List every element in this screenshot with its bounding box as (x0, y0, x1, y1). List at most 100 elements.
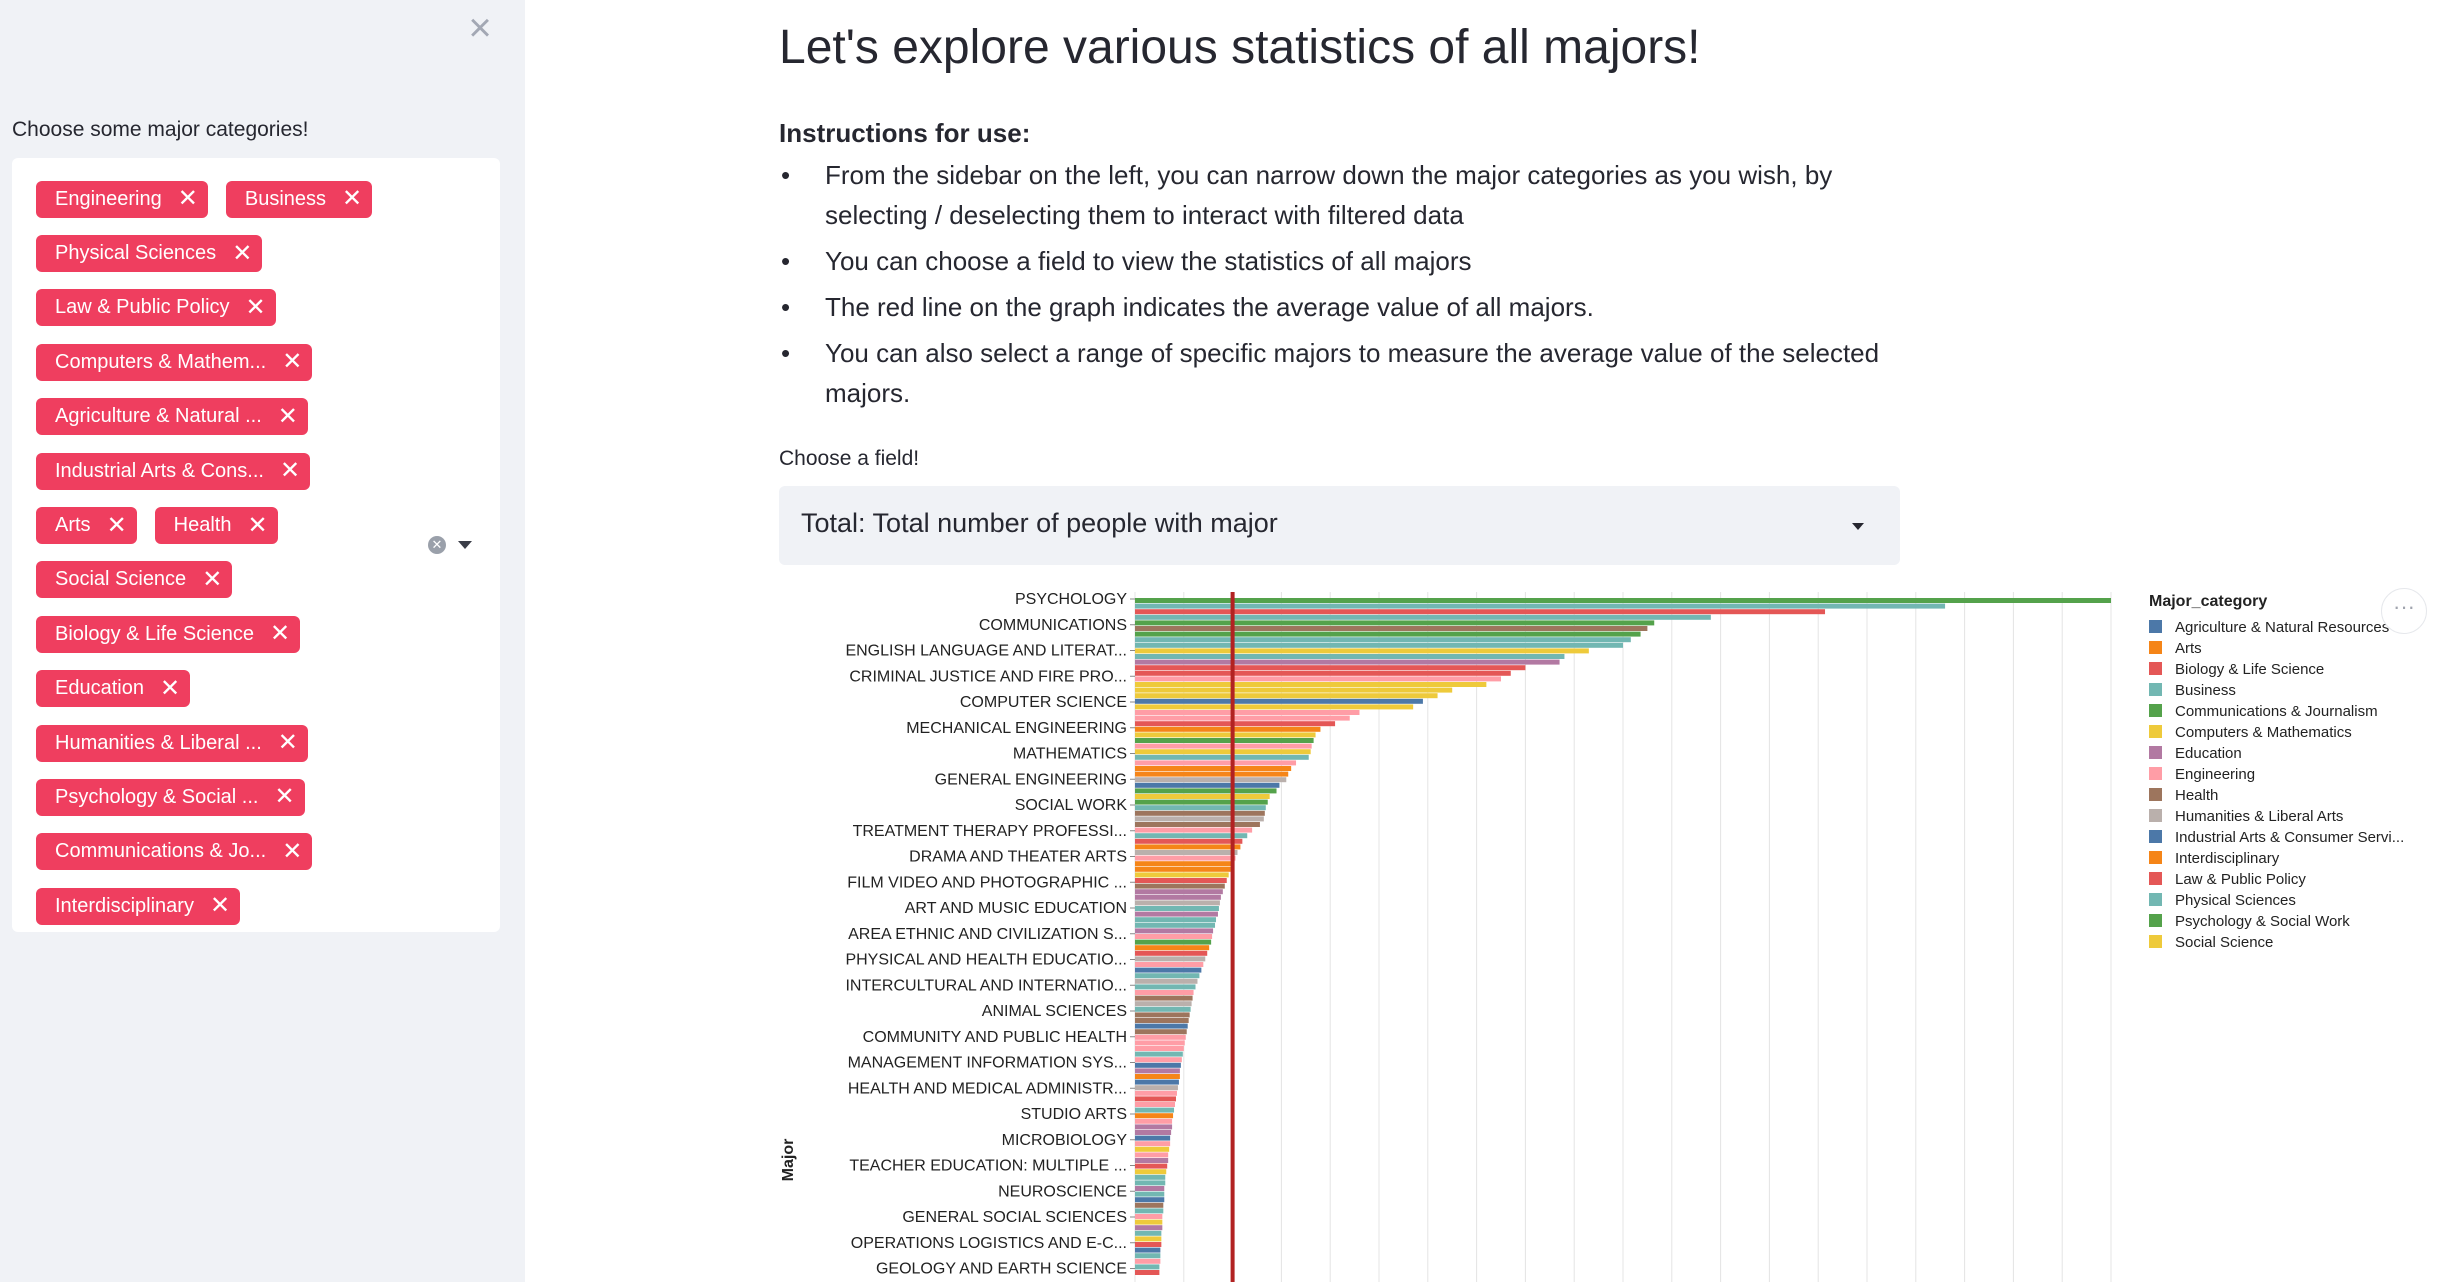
bar (1135, 754, 1309, 760)
tick-label: PHYSICAL AND HEALTH EDUCATIO... (845, 952, 1127, 969)
bar (1135, 782, 1280, 788)
bar (1135, 1079, 1179, 1085)
remove-tag-icon[interactable]: ✕ (282, 837, 303, 865)
bar (1135, 760, 1297, 766)
remove-tag-icon[interactable]: ✕ (247, 511, 268, 539)
bar (1135, 1001, 1192, 1007)
bar (1135, 1029, 1187, 1035)
bar (1135, 810, 1265, 816)
bar (1135, 738, 1314, 743)
bar (1135, 1146, 1170, 1152)
tag-row: Psychology & Social ... ✕ (36, 770, 336, 824)
bar (1135, 698, 1423, 704)
bar (1135, 609, 1826, 615)
remove-tag-icon[interactable]: ✕ (177, 185, 198, 213)
legend-swatch (2149, 893, 2162, 906)
bar (1135, 906, 1219, 911)
remove-tag-icon[interactable]: ✕ (277, 402, 298, 430)
bar (1135, 1141, 1171, 1147)
bar (1135, 732, 1316, 738)
legend-swatch (2149, 830, 2162, 843)
bar (1135, 648, 1589, 654)
bar (1135, 945, 1210, 951)
close-icon[interactable]: × (468, 6, 492, 50)
legend-title: Major_category (2149, 593, 2267, 610)
instructions-title: Instructions for use: (779, 118, 1031, 148)
tag-row: Law & Public Policy ✕ (36, 281, 336, 335)
legend-label: Psychology & Social Work (2175, 913, 2350, 930)
selected-tag: Social Science ✕ (36, 561, 233, 599)
chevron-down-icon[interactable] (458, 541, 472, 549)
tick-label: GENERAL SOCIAL SCIENCES (902, 1209, 1127, 1226)
remove-tag-icon[interactable]: ✕ (106, 511, 127, 539)
bar (1135, 676, 1501, 682)
remove-tag-icon[interactable]: ✕ (270, 620, 291, 648)
tag-row: Education ✕ (36, 662, 336, 716)
bar (1135, 1090, 1177, 1096)
instruction-item: • You can choose a field to view the stat… (779, 241, 1889, 281)
tick-label: NEUROSCIENCE (998, 1183, 1127, 1200)
bar (1135, 939, 1212, 945)
legend-swatch (2149, 641, 2162, 654)
bar (1135, 1107, 1175, 1113)
bar (1135, 1124, 1173, 1130)
legend-swatch (2149, 788, 2162, 801)
tick-label: COMMUNITY AND PUBLIC HEALTH (863, 1029, 1127, 1046)
remove-tag-icon[interactable]: ✕ (342, 185, 363, 213)
sidebar: × Choose some major categories! Engineer… (0, 0, 525, 1282)
bar (1135, 1034, 1186, 1040)
tag-label: Arts (55, 514, 91, 537)
legend-swatch (2149, 725, 2162, 738)
remove-tag-icon[interactable]: ✕ (232, 239, 253, 267)
remove-tag-icon[interactable]: ✕ (277, 729, 298, 757)
bar (1135, 687, 1453, 693)
bar (1135, 1074, 1180, 1079)
tag-label: Communications & Jo... (55, 840, 267, 863)
legend-label: Education (2175, 745, 2242, 762)
tick-label: DRAMA AND THEATER ARTS (909, 849, 1127, 866)
tag-row: Physical Sciences ✕ (36, 226, 336, 280)
remove-tag-icon[interactable]: ✕ (245, 293, 266, 321)
bar (1135, 1236, 1162, 1242)
tick-label: OPERATIONS LOGISTICS AND E-C... (851, 1235, 1127, 1252)
tag-row: Computers & Mathem... ✕ (36, 335, 336, 389)
tick-label: SOCIAL WORK (1015, 797, 1128, 814)
legend-label: Industrial Arts & Consumer Servi... (2175, 829, 2404, 846)
instruction-item: • The red line on the graph indicates the… (779, 287, 1889, 327)
field-select[interactable]: Total: Total number of people with major (779, 486, 1900, 565)
bar (1135, 726, 1321, 732)
legend-swatch (2149, 704, 2162, 717)
selected-tag: Psychology & Social ... ✕ (36, 778, 305, 816)
selected-tag: Computers & Mathem... ✕ (36, 343, 313, 381)
tick-label: CRIMINAL JUSTICE AND FIRE PRO... (849, 668, 1127, 685)
bar (1135, 799, 1268, 805)
bar (1135, 838, 1243, 844)
instruction-text: From the sidebar on the left, you can na… (825, 160, 1833, 230)
remove-tag-icon[interactable]: ✕ (159, 674, 181, 702)
remove-tag-icon[interactable]: ✕ (274, 783, 295, 811)
bar (1135, 1102, 1176, 1107)
legend-swatch (2149, 851, 2162, 864)
selected-tag: Industrial Arts & Cons... ✕ (36, 452, 311, 490)
remove-tag-icon[interactable]: ✕ (209, 892, 231, 920)
remove-tag-icon[interactable]: ✕ (282, 348, 303, 376)
legend-label: Agriculture & Natural Resources (2175, 619, 2389, 636)
major-category-multiselect[interactable]: Engineering ✕ Business ✕ Physical Sciences ✕ L… (12, 158, 500, 932)
tick-label: PSYCHOLOGY (1015, 591, 1127, 608)
more-options-icon[interactable]: ··· (2381, 588, 2427, 634)
bar (1135, 749, 1311, 755)
tag-label: Business (244, 187, 327, 210)
remove-tag-icon[interactable]: ✕ (279, 457, 301, 485)
bar (1135, 878, 1227, 883)
bar-chart: PSYCHOLOGY COMMUNICATIONS ENGLISH LANGUAGE… (779, 580, 2456, 1282)
bar (1135, 659, 1560, 665)
bar (1135, 995, 1193, 1001)
bar (1135, 827, 1253, 833)
remove-tag-icon[interactable]: ✕ (202, 565, 223, 593)
clear-all-icon[interactable]: ✕ (428, 536, 446, 554)
selected-tag: Communications & Jo... ✕ (36, 833, 313, 871)
tag-row: Communications & Jo... ✕ (36, 825, 336, 879)
tag-label: Education (55, 677, 144, 700)
bar (1135, 721, 1336, 727)
bar (1135, 1214, 1163, 1219)
